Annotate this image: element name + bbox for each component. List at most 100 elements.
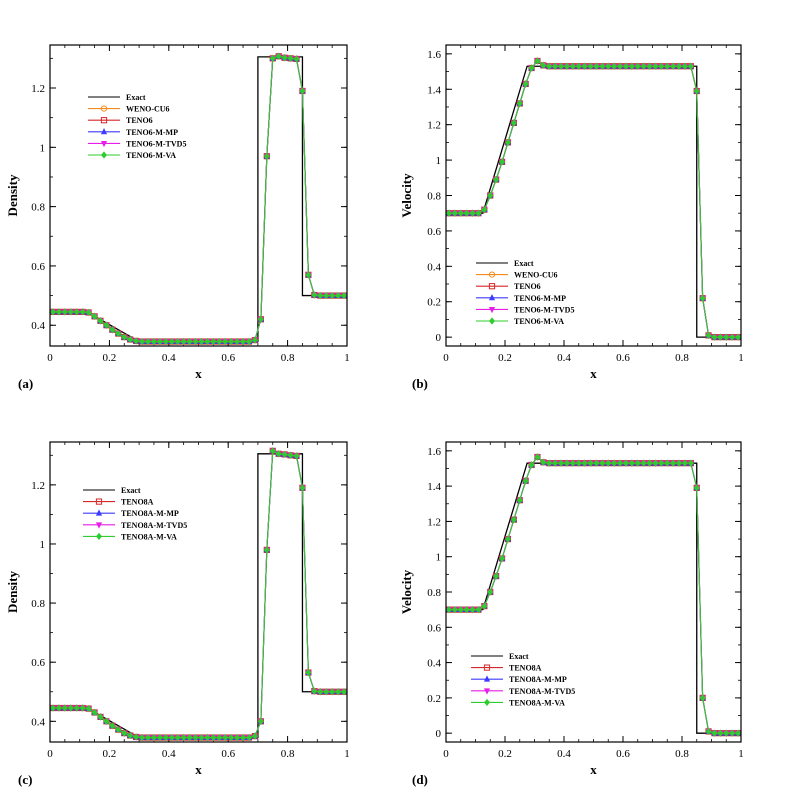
legend-entry: TENO6-M-TVD5: [126, 139, 186, 148]
series-teno8a-m-va: [50, 447, 347, 742]
data-point: [581, 459, 588, 467]
data-point: [251, 732, 258, 740]
data-point: [263, 152, 270, 160]
y-tick-label: 0.2: [427, 693, 441, 705]
data-point: [145, 733, 152, 742]
series-line: [52, 450, 345, 739]
legend-entry: WENO-CU6: [126, 105, 170, 114]
data-point: [222, 337, 229, 346]
data-point: [293, 452, 300, 460]
chart-panel-3: 0 0.2 0.4 0.6 0.8 1 0.4 0.6 0.8 1 1.2 x Density (c) Ex…: [5, 441, 350, 787]
legend-entry: TENO8A-M-VA: [121, 532, 177, 541]
y-tick-label: 0: [436, 332, 442, 344]
data-point: [534, 57, 541, 65]
data-point: [192, 337, 199, 346]
legend-marker: [100, 128, 108, 135]
data-point: [451, 209, 458, 217]
data-point: [139, 733, 146, 742]
x-axis-label: x: [195, 762, 202, 777]
data-point: [540, 458, 547, 466]
data-point: [723, 729, 730, 737]
data-point: [481, 602, 488, 610]
data-point: [287, 451, 294, 459]
data-point: [162, 337, 169, 346]
data-point: [475, 606, 482, 614]
data-point: [605, 459, 612, 467]
plot-frame: [49, 44, 348, 347]
exact-solution-line: [50, 56, 347, 343]
data-point: [729, 333, 736, 341]
data-point: [552, 459, 559, 467]
x-tick-label: 0.6: [221, 748, 235, 760]
legend-marker: [100, 141, 108, 148]
data-point: [670, 459, 677, 467]
data-point: [699, 294, 706, 302]
data-point: [150, 733, 157, 742]
chart-panel-2: 0 0.2 0.4 0.6 0.8 1 0 0.2 0.4 0.6 0.8 1 1.2 1.4 1.6 x Ve…: [399, 44, 744, 391]
data-point: [599, 62, 606, 70]
y-tick-label: 0.6: [427, 226, 441, 238]
y-tick-label: 1.4: [427, 481, 441, 493]
legend-marker: [95, 522, 103, 529]
x-tick-label: 0.2: [103, 748, 117, 760]
x-tick-label: 0.8: [675, 748, 689, 760]
series-line: [52, 450, 345, 739]
data-point: [299, 484, 306, 492]
data-point: [593, 459, 600, 467]
legend: Exact TENO8A TENO8A-M-MP TENO8A-M-TVD5 TENO8…: [471, 652, 575, 707]
data-point: [50, 704, 56, 712]
data-point: [109, 326, 116, 334]
data-point: [493, 572, 500, 580]
y-tick-label: 0: [436, 728, 442, 740]
data-point: [640, 459, 647, 467]
y-tick-label: 0.6: [427, 622, 441, 634]
legend-entry: TENO8A: [121, 498, 154, 507]
data-point: [534, 453, 541, 461]
data-point: [481, 206, 488, 214]
data-point: [658, 459, 665, 467]
x-tick-label: 0: [443, 748, 449, 760]
data-point: [457, 209, 464, 217]
data-point: [317, 688, 324, 696]
data-point: [516, 99, 523, 107]
data-point: [198, 733, 205, 742]
data-point: [634, 62, 641, 70]
data-point: [281, 54, 288, 62]
data-point: [599, 459, 606, 467]
data-point: [97, 713, 104, 721]
legend-entry: TENO8A-M-TVD5: [121, 521, 187, 530]
data-point: [121, 729, 128, 737]
data-point: [510, 516, 517, 524]
data-point: [103, 717, 110, 725]
data-point: [180, 733, 187, 742]
data-point: [676, 62, 683, 70]
data-point: [251, 336, 258, 344]
x-tick-label: 0.2: [103, 352, 117, 364]
data-point: [150, 337, 157, 346]
data-point: [699, 694, 706, 702]
data-point: [55, 308, 62, 316]
legend-marker: [95, 509, 103, 516]
data-point: [634, 459, 641, 467]
data-point: [61, 308, 68, 316]
chart-panel-1: 0 0.2 0.4 0.6 0.8 1 0.4 0.6 0.8 1 1.2 x Density (a) Ex…: [5, 44, 350, 391]
data-point: [546, 62, 553, 70]
data-point: [705, 331, 712, 339]
data-point: [516, 496, 523, 504]
legend-entry: TENO8A-M-MP: [509, 675, 567, 684]
data-point: [257, 315, 264, 323]
x-tick-label: 0: [47, 748, 53, 760]
data-point: [681, 62, 688, 70]
legend-entry: Exact: [514, 259, 534, 268]
legend-entry: TENO6: [126, 116, 153, 125]
data-point: [711, 333, 718, 341]
data-point: [504, 535, 511, 543]
data-point: [593, 62, 600, 70]
y-tick-label: 0.4: [427, 261, 441, 273]
data-point: [293, 55, 300, 63]
legend-marker: [484, 698, 490, 706]
data-point: [587, 62, 594, 70]
y-tick-label: 1: [40, 539, 46, 551]
series-teno6-m-va: [50, 52, 347, 346]
